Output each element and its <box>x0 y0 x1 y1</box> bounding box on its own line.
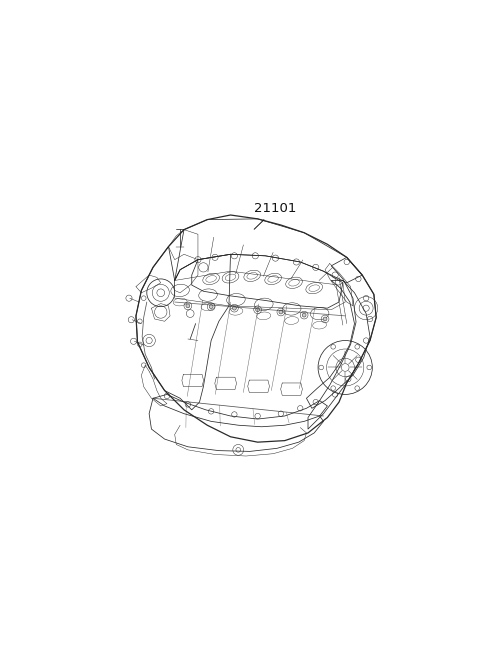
Circle shape <box>302 313 306 317</box>
Circle shape <box>256 308 260 312</box>
Circle shape <box>232 306 236 310</box>
Circle shape <box>209 305 213 308</box>
Text: 21101: 21101 <box>254 202 297 229</box>
Circle shape <box>186 304 190 308</box>
Circle shape <box>279 310 283 314</box>
Circle shape <box>323 317 327 321</box>
